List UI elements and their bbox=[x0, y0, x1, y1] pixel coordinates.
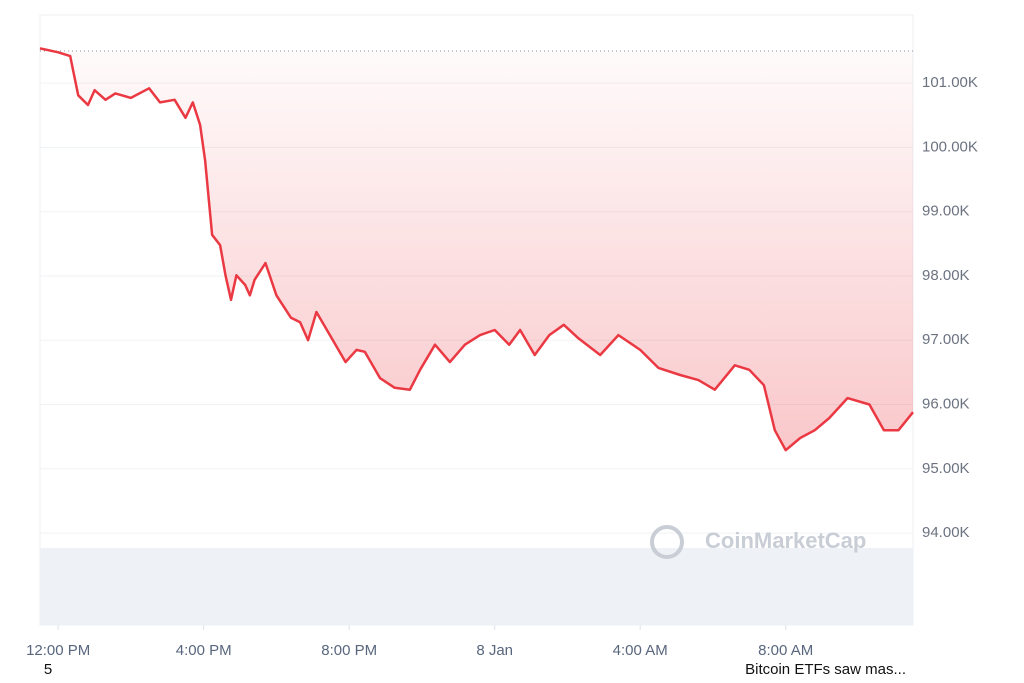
y-tick-label: 100.00K bbox=[922, 138, 978, 155]
watermark: CoinMarketCap bbox=[705, 528, 866, 553]
footer-right: Bitcoin ETFs saw mas... bbox=[745, 661, 906, 678]
plot-layer: 94.00K 95.00K 96.00K 97.00K 98.00K 99.00K 100.… bbox=[26, 47, 978, 659]
x-tick-label: 12:00 PM bbox=[26, 642, 90, 659]
price-line bbox=[39, 47, 914, 452]
x-tick-label: 4:00 AM bbox=[613, 642, 668, 659]
y-tick-label: 95.00K bbox=[922, 460, 970, 477]
y-tick-label: 101.00K bbox=[922, 74, 978, 91]
x-tick-label: 8:00 PM bbox=[321, 642, 377, 659]
x-tick-label: 4:00 PM bbox=[176, 642, 232, 659]
volume-backdrop bbox=[40, 548, 913, 625]
watermark-logo bbox=[650, 525, 684, 559]
y-tick-label: 98.00K bbox=[922, 267, 970, 284]
price-area bbox=[40, 48, 913, 451]
y-tick-label: 94.00K bbox=[922, 524, 970, 541]
footer-left: 5 bbox=[44, 661, 52, 678]
y-tick-label: 97.00K bbox=[922, 331, 970, 348]
y-tick-label: 99.00K bbox=[922, 203, 970, 220]
y-tick-label: 96.00K bbox=[922, 395, 970, 412]
x-tick-label: 8 Jan bbox=[476, 642, 513, 659]
x-tick-label: 8:00 AM bbox=[758, 642, 813, 659]
